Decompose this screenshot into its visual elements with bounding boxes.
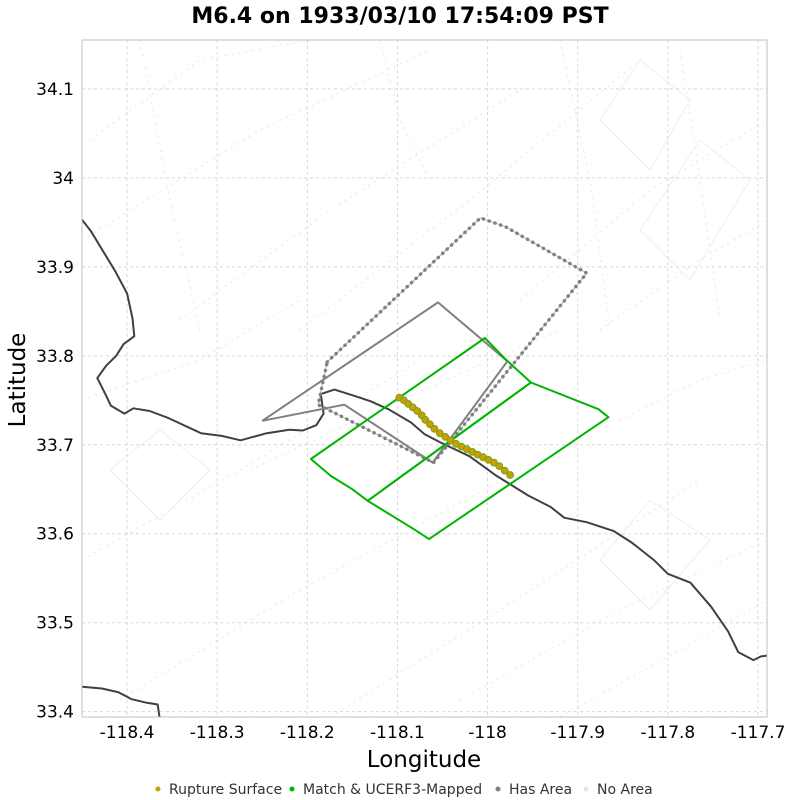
background-fault-trace <box>379 39 431 181</box>
rupture-point <box>435 429 444 438</box>
grid-lines <box>82 40 767 717</box>
background-fault-trace <box>299 59 641 331</box>
background-fault-trace <box>249 329 561 471</box>
background-fault-trace <box>559 599 768 718</box>
x-tick-label: -118.4 <box>100 723 155 743</box>
coastline-line <box>81 219 768 662</box>
rupture-point <box>506 471 515 479</box>
legend-marker <box>495 786 501 792</box>
legend: Rupture Surface Match & UCERF3-Mapped Has … <box>155 782 653 798</box>
plot-area <box>81 39 768 718</box>
background-fault-trace <box>139 39 201 331</box>
rupture-point <box>490 458 498 467</box>
background-fault-trace <box>679 49 721 321</box>
background-fault-trace <box>459 539 768 701</box>
y-tick-label: 33.8 <box>36 347 74 367</box>
x-tick-label: -118.2 <box>280 723 335 743</box>
y-tick-label: 33.5 <box>36 614 74 634</box>
x-axis-label: Longitude <box>367 747 481 773</box>
background-fault-trace <box>519 119 768 301</box>
x-tick-label: -117.9 <box>550 723 605 743</box>
legend-label: No Area <box>597 782 653 798</box>
y-axis-label: Latitude <box>5 333 31 428</box>
coastline-line <box>81 685 161 718</box>
y-tick-label: 33.9 <box>36 258 74 278</box>
rupture-point <box>426 420 434 429</box>
rupture-point <box>441 432 450 441</box>
x-tick-label: -117.8 <box>640 723 695 743</box>
y-tick-label: 33.4 <box>36 703 74 723</box>
background-fault-polygon <box>599 499 711 611</box>
x-tick-label: -118 <box>468 723 507 743</box>
x-tick-label: -118.1 <box>370 723 425 743</box>
legend-label: Rupture Surface <box>169 782 282 798</box>
ucerf3-polygon <box>366 381 610 541</box>
has-area-series <box>261 215 590 465</box>
has-area-polygon <box>261 301 509 464</box>
chart-title: M6.4 on 1933/03/10 17:54:09 PST <box>191 4 608 29</box>
plot-background <box>82 40 767 717</box>
legend-marker <box>155 786 161 792</box>
coastline <box>81 219 768 718</box>
background-fault-polygon <box>109 429 211 521</box>
plot-frame <box>81 39 768 718</box>
rupture-surface-series <box>395 393 515 479</box>
background-fault-trace <box>89 39 311 141</box>
y-tick-label: 34.1 <box>36 80 74 100</box>
y-tick-label: 33.7 <box>36 436 74 456</box>
background-fault-trace <box>619 359 768 421</box>
x-tick-labels: -118.4 -118.3 -118.2 -118.1 -118 -117.9 -117.8… <box>100 723 786 743</box>
rupture-point <box>430 424 439 433</box>
x-tick-label: -118.3 <box>190 723 245 743</box>
y-tick-label: 34 <box>52 169 74 189</box>
background-fault-trace <box>81 359 421 561</box>
background-fault-polygon <box>599 59 691 171</box>
legend-label: Has Area <box>509 782 572 798</box>
legend-label: Match & UCERF3-Mapped <box>303 782 482 798</box>
legend-marker <box>289 786 295 792</box>
y-tick-labels: 33.4 33.5 33.6 33.7 33.8 33.9 34 34.1 <box>36 80 74 723</box>
has-area-polygon-outline <box>317 217 588 464</box>
y-tick-label: 33.6 <box>36 525 74 545</box>
rupture-point <box>495 462 504 471</box>
x-tick-label: -117.7 <box>731 723 786 743</box>
background-fault-polygon <box>639 139 751 281</box>
background-faults <box>81 39 768 718</box>
rupture-point <box>500 466 509 475</box>
background-fault-trace <box>119 469 521 701</box>
legend-marker <box>583 786 589 792</box>
rupture-point <box>446 436 455 445</box>
